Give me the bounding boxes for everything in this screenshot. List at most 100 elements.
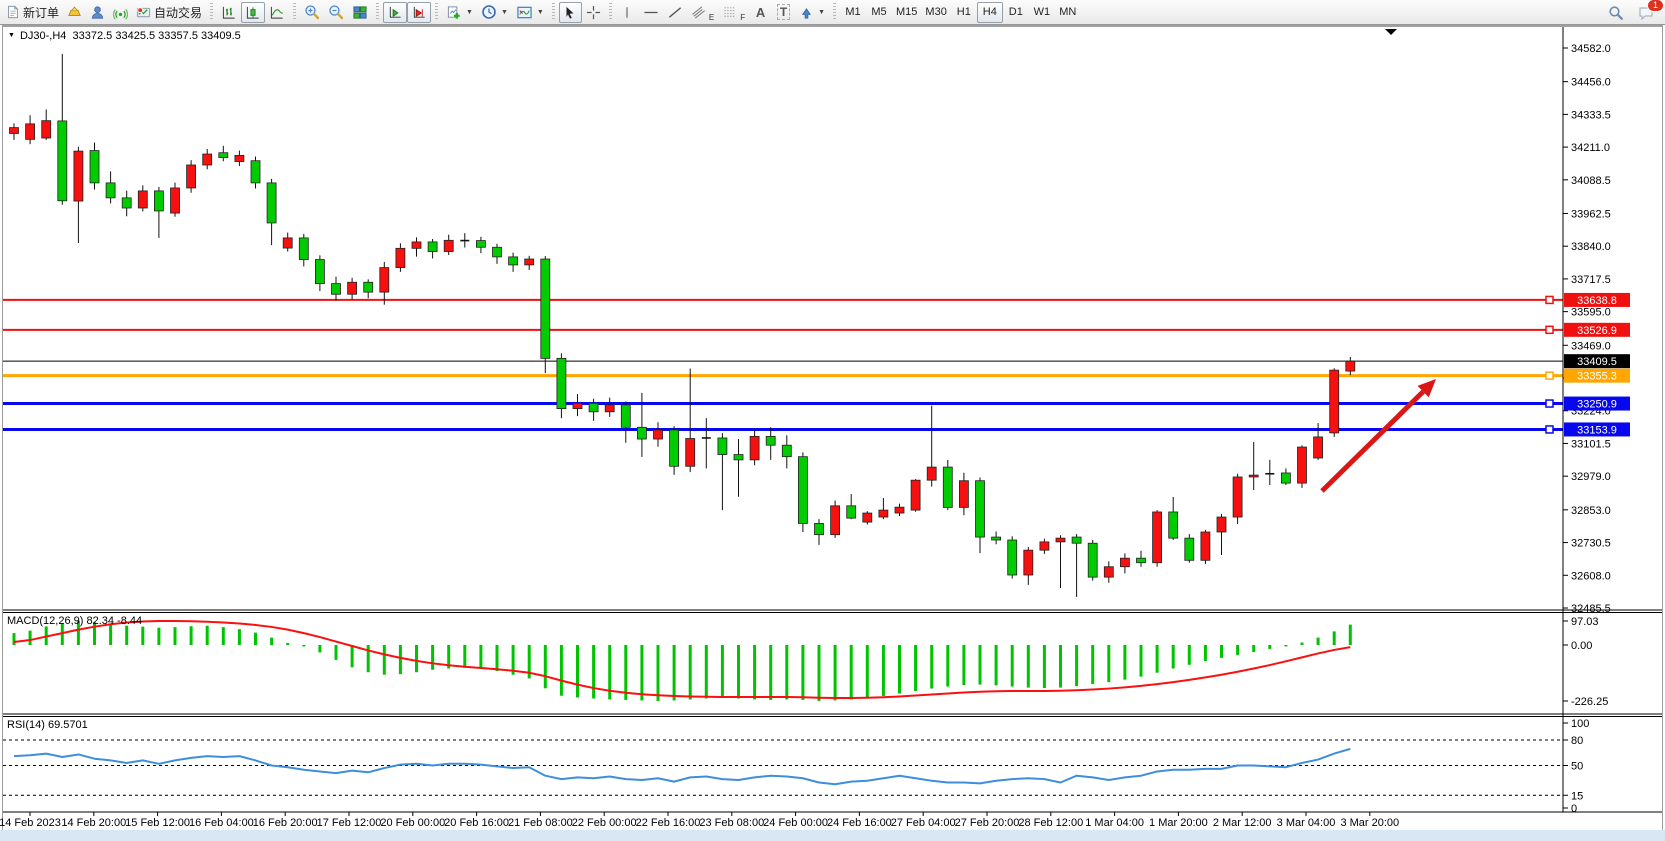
macd-axis-label: 97.03 bbox=[1571, 616, 1599, 628]
candle-down bbox=[637, 426, 647, 440]
candle-up bbox=[926, 466, 937, 481]
fibonacci-glyph: F bbox=[740, 12, 746, 22]
candle-up bbox=[1200, 531, 1211, 561]
zoom-in-button[interactable] bbox=[300, 2, 324, 23]
trendline-tool-button[interactable] bbox=[663, 2, 687, 23]
profiles-button[interactable]: ▼ bbox=[477, 2, 512, 23]
candle-up bbox=[1232, 476, 1243, 518]
bar-chart-button[interactable] bbox=[217, 2, 241, 23]
candle-up bbox=[1023, 549, 1034, 576]
notifications-button[interactable]: 1 bbox=[1634, 0, 1664, 23]
candle-down bbox=[1184, 537, 1195, 561]
timeframe-mn-button[interactable]: MN bbox=[1055, 2, 1081, 23]
price-tag bbox=[1564, 292, 1630, 307]
line-handle[interactable] bbox=[1545, 371, 1554, 380]
price-tick-label: 33101.5 bbox=[1571, 438, 1611, 450]
chart-shift-marker[interactable] bbox=[1385, 29, 1397, 35]
toolbar-separator bbox=[608, 3, 612, 21]
vertical-line-icon bbox=[626, 6, 628, 18]
timeframe-m30-button[interactable]: M30 bbox=[921, 2, 950, 23]
panel-borders bbox=[2, 25, 1663, 830]
timeframe-m5-button[interactable]: M5 bbox=[866, 2, 892, 23]
candle-down bbox=[620, 404, 631, 428]
candle-up bbox=[282, 237, 293, 249]
timeframe-m1-button[interactable]: M1 bbox=[840, 2, 866, 23]
timeframe-h1-button[interactable]: H1 bbox=[951, 2, 977, 23]
chart-ohlc: 33372.5 33425.5 33357.5 33409.5 bbox=[72, 30, 241, 42]
time-tick-label: 24 Feb 16:00 bbox=[827, 817, 892, 829]
candle-up bbox=[604, 404, 615, 413]
candle-up bbox=[685, 438, 696, 467]
line-handle[interactable] bbox=[1545, 399, 1554, 408]
community-button[interactable] bbox=[86, 2, 109, 23]
auto-scroll-button[interactable] bbox=[383, 1, 408, 23]
template-icon bbox=[517, 6, 532, 18]
time-tick-label: 15 Feb 12:00 bbox=[125, 817, 190, 829]
horizontal-line-tool-button[interactable] bbox=[639, 2, 663, 23]
toolbar-separator bbox=[376, 3, 380, 21]
candlestick-chart-button[interactable] bbox=[241, 1, 266, 23]
candle-up bbox=[347, 281, 358, 295]
timeframe-d1-button[interactable]: D1 bbox=[1003, 2, 1029, 23]
text-label-tool-button[interactable]: T bbox=[772, 2, 795, 23]
candle-up bbox=[1216, 516, 1227, 533]
tile-windows-button[interactable] bbox=[348, 2, 372, 23]
line-handle[interactable] bbox=[1545, 425, 1554, 434]
line-chart-button[interactable] bbox=[265, 2, 289, 23]
candle-down bbox=[540, 258, 551, 359]
rsi-axis-label: 15 bbox=[1571, 790, 1583, 802]
line-handle[interactable] bbox=[1545, 295, 1554, 305]
line-handle[interactable] bbox=[1545, 325, 1554, 335]
candle-down bbox=[508, 256, 519, 266]
candle-down bbox=[89, 150, 100, 184]
autotrading-icon bbox=[136, 6, 151, 17]
price-tick-label: 33469.0 bbox=[1571, 340, 1611, 352]
new-order-button[interactable]: 新订单 bbox=[2, 2, 63, 23]
candle-down bbox=[975, 480, 985, 538]
notification-badge: 1 bbox=[1647, 0, 1664, 12]
timeframe-w1-button[interactable]: W1 bbox=[1029, 2, 1055, 23]
candle-down bbox=[942, 466, 953, 508]
autotrading-button[interactable]: 自动交易 bbox=[132, 2, 206, 23]
text-tool-button[interactable]: A bbox=[749, 2, 772, 23]
market-gold-button[interactable] bbox=[63, 2, 86, 23]
macd-panel: 97.03 0.00 -226.25 bbox=[12, 616, 1608, 708]
horizontal-lines[interactable] bbox=[3, 298, 1563, 431]
candle-down bbox=[331, 283, 341, 295]
fibonacci-tool-button[interactable]: F bbox=[718, 2, 749, 23]
vertical-line-tool-button[interactable] bbox=[616, 2, 639, 23]
arrows-tool-button[interactable]: ▼ bbox=[795, 2, 829, 23]
crosshair-button[interactable] bbox=[582, 2, 605, 23]
candle-up bbox=[572, 402, 583, 409]
chart-shift-button[interactable] bbox=[407, 1, 432, 23]
candle-up bbox=[830, 505, 840, 536]
zoom-out-button[interactable] bbox=[324, 2, 348, 23]
collapse-triangle-icon: ▼ bbox=[8, 32, 15, 39]
trend-arrow-annotation[interactable] bbox=[1320, 379, 1436, 493]
candle-up bbox=[524, 258, 535, 266]
search-button[interactable] bbox=[1604, 2, 1628, 23]
candle-up bbox=[878, 509, 889, 518]
channel-tool-button[interactable]: E bbox=[687, 2, 718, 23]
candle-up bbox=[910, 479, 921, 511]
signal-button[interactable] bbox=[109, 2, 132, 23]
timeframe-m15-button[interactable]: M15 bbox=[892, 2, 921, 23]
candle-up bbox=[443, 239, 454, 252]
zoom-out-icon bbox=[329, 5, 344, 20]
time-tick-label: 3 Mar 04:00 bbox=[1277, 817, 1336, 829]
templates-button[interactable]: ▼ bbox=[512, 2, 548, 23]
zoom-in-icon bbox=[305, 5, 320, 20]
price-tick-label: 33840.0 bbox=[1571, 241, 1611, 253]
time-tick-label: 14 Feb 20:00 bbox=[61, 817, 126, 829]
cursor-button[interactable] bbox=[558, 1, 582, 23]
price-tag bbox=[1564, 368, 1630, 383]
timeframe-h4-button[interactable]: H4 bbox=[976, 1, 1003, 23]
time-tick-label: 3 Mar 20:00 bbox=[1340, 817, 1399, 829]
macd-signal-line bbox=[13, 619, 1351, 699]
rsi-line bbox=[13, 747, 1351, 786]
new-chart-button[interactable]: ▼ bbox=[442, 2, 477, 23]
candle-up bbox=[1248, 474, 1259, 478]
